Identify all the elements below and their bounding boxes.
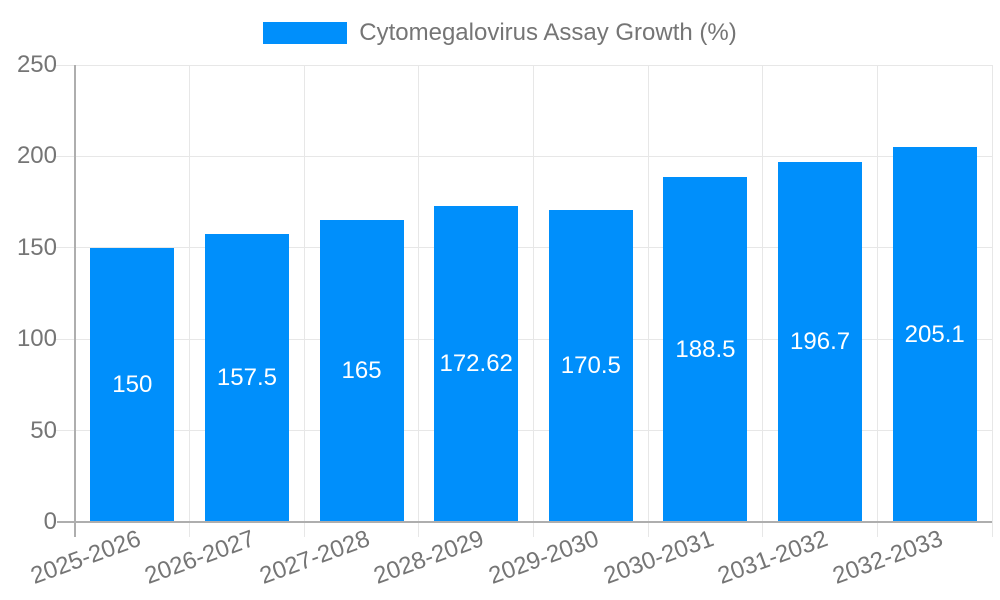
bar: 170.5 [548,210,633,522]
x-gridline [533,65,534,537]
legend-label: Cytomegalovirus Assay Growth (%) [359,19,737,46]
x-axis-tick-label: 2030-2031 [599,525,717,590]
y-axis-tick-label: 200 [16,142,57,170]
bar-value-label: 157.5 [216,364,277,392]
y-gridline [55,338,992,340]
bar: 196.7 [778,162,863,522]
bar: 188.5 [663,177,748,522]
bar-value-label: 170.5 [560,352,621,380]
y-axis-tick-label: 100 [16,325,57,353]
x-axis-tick-label: 2026-2027 [141,525,259,590]
x-gridline [418,65,420,537]
y-gridline [55,247,992,249]
bar: 157.5 [204,234,289,522]
y-axis-tick-label: 150 [16,233,57,261]
y-axis-tick-label: 250 [16,51,57,78]
y-axis-tick-label: 0 [43,508,57,535]
x-gridline [189,65,191,537]
y-gridline [55,155,992,157]
legend-item[interactable]: Cytomegalovirus Assay Growth (%) [263,19,737,46]
x-gridline [762,65,764,537]
bar-value-label: 205.1 [904,320,965,348]
bar-value-label: 165 [341,357,382,385]
y-axis-tick-label: 50 [30,416,57,444]
y-gridline [55,64,992,66]
bar: 165 [319,220,404,522]
y-gridline [55,430,992,432]
x-axis-line [57,521,992,523]
x-gridline [876,65,878,537]
bar-value-label: 172.62 [439,350,513,378]
bar: 205.1 [892,147,977,522]
y-axis-line [74,65,76,537]
bar: 150 [90,247,175,522]
x-gridline [647,65,649,537]
x-gridline [991,65,993,537]
legend-swatch-icon [263,22,348,44]
x-axis-tick-label: 2031-2032 [714,525,832,590]
x-axis-tick-label: 2027-2028 [256,525,374,590]
chart-legend: Cytomegalovirus Assay Growth (%) [0,21,1000,45]
bar: 172.62 [434,206,519,522]
x-axis-tick-label: 2029-2030 [485,525,603,590]
bar-value-label: 150 [112,370,153,398]
x-axis-tick-label: 2025-2026 [26,525,144,590]
x-axis-tick-label: 2032-2033 [829,525,947,590]
bar-value-label: 188.5 [675,335,736,363]
x-axis-tick-label: 2028-2029 [370,525,488,590]
bar-value-label: 196.7 [790,328,851,356]
x-gridline [303,65,305,537]
